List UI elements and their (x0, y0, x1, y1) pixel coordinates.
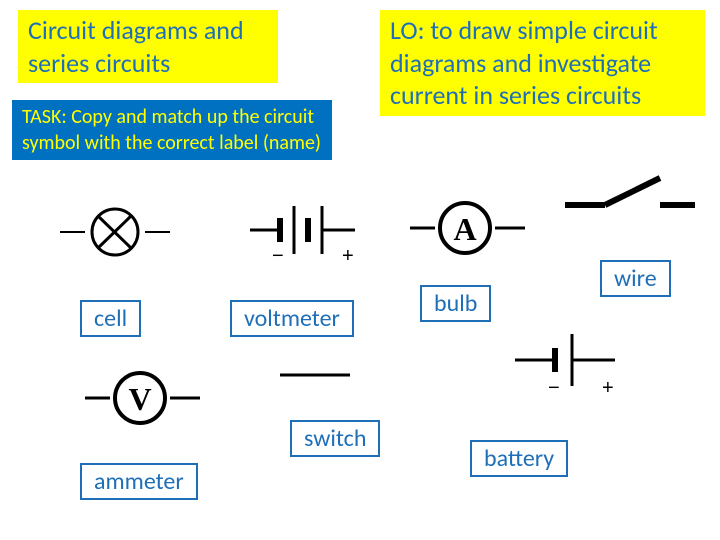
task-box: TASK: Copy and match up the circuit symb… (12, 100, 332, 160)
cell-label[interactable]: cell (80, 300, 141, 337)
battery-label[interactable]: battery (470, 440, 568, 477)
cell-label-text: cell (94, 304, 127, 333)
voltmeter-symbol: V (85, 370, 205, 430)
wire-label[interactable]: wire (600, 260, 671, 297)
switch-label[interactable]: switch (290, 420, 380, 457)
svg-text:−: − (272, 245, 284, 267)
lo-text: LO: to draw simple circuit diagrams and … (390, 14, 658, 111)
cell-symbol: − + (510, 330, 630, 400)
svg-text:+: + (342, 245, 354, 267)
bulb-label-text: bulb (434, 289, 477, 318)
switch-label-text: switch (304, 424, 366, 453)
voltmeter-label-text: voltmeter (244, 304, 340, 333)
bulb-symbol (60, 205, 170, 260)
battery-symbol: − + (250, 200, 370, 270)
switch-symbol (560, 170, 700, 220)
svg-text:A: A (453, 211, 476, 247)
lo-box: LO: to draw simple circuit diagrams and … (380, 10, 705, 116)
title-box: Circuit diagrams and series circuits (18, 10, 278, 83)
bulb-label[interactable]: bulb (420, 285, 491, 322)
voltmeter-label[interactable]: voltmeter (230, 300, 354, 337)
battery-label-text: battery (484, 444, 554, 473)
ammeter-symbol: A (410, 200, 530, 260)
svg-text:−: − (548, 377, 560, 399)
ammeter-label[interactable]: ammeter (80, 463, 198, 500)
svg-text:+: + (602, 377, 614, 399)
svg-text:V: V (128, 381, 151, 417)
wire-symbol (280, 370, 350, 380)
ammeter-label-text: ammeter (94, 467, 184, 496)
title-text: Circuit diagrams and series circuits (28, 14, 244, 79)
task-text: TASK: Copy and match up the circuit symb… (22, 105, 321, 155)
wire-label-text: wire (614, 264, 657, 293)
